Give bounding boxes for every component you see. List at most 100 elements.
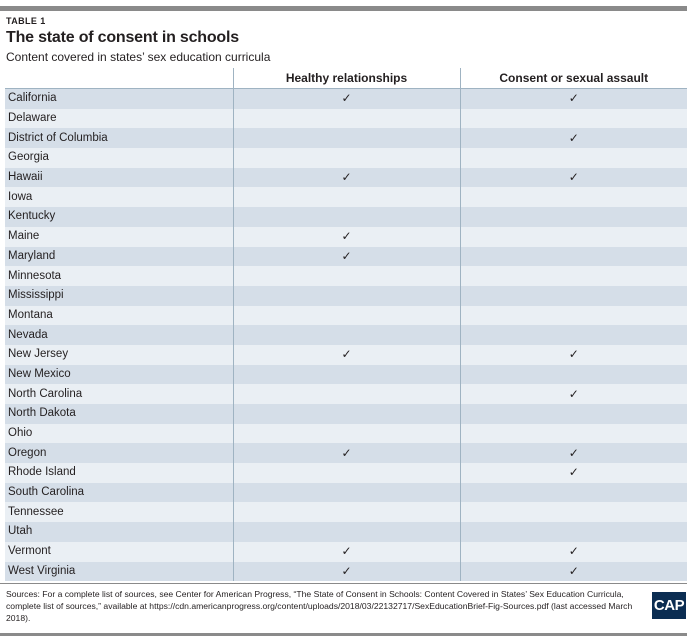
healthy-relationships-check-icon: ✓ [232,561,460,582]
state-name-cell: Mississippi [8,289,64,302]
table-row: Maryland ✓ [5,246,687,267]
state-name-cell: Tennessee [8,505,64,518]
table-row: Mississippi [5,285,687,306]
healthy-relationships-check-icon [232,522,460,542]
state-name-cell: Maine [8,230,40,243]
consent-check-icon: ✓ [459,167,687,188]
state-name-cell: North Dakota [8,407,76,420]
healthy-relationships-check-icon [232,128,460,149]
table-row: Tennessee [5,502,687,523]
consent-check-icon [459,404,687,424]
state-name-cell: Iowa [8,190,33,203]
consent-check-icon [459,522,687,542]
table-row: District of Columbia ✓ [5,128,687,149]
healthy-relationships-check-icon [232,187,460,208]
state-name-cell: Rhode Island [8,466,76,479]
table-row: Hawaii ✓ ✓ [5,167,687,188]
consent-check-icon: ✓ [459,128,687,149]
table-row: Maine ✓ [5,226,687,247]
healthy-relationships-check-icon: ✓ [232,167,460,188]
consent-check-icon [459,148,687,168]
consent-check-icon [459,266,687,286]
consent-check-icon [459,482,687,503]
top-rule [0,6,687,11]
state-name-cell: Oregon [8,446,47,459]
healthy-relationships-check-icon: ✓ [232,246,460,267]
consent-check-icon: ✓ [459,384,687,404]
healthy-relationships-check-icon [232,325,460,345]
state-name-cell: North Carolina [8,387,83,400]
state-name-cell: West Virginia [8,564,76,577]
state-name-cell: District of Columbia [8,131,108,144]
healthy-relationships-check-icon: ✓ [232,344,460,365]
healthy-relationships-check-icon [232,404,460,424]
header-consent-sexual-assault: Consent or sexual assault [459,68,687,89]
healthy-relationships-check-icon [232,384,460,404]
state-name-cell: Hawaii [8,171,43,184]
healthy-relationships-check-icon: ✓ [232,443,460,464]
consent-check-icon [459,108,687,129]
healthy-relationships-check-icon: ✓ [232,226,460,247]
table-row: Georgia [5,148,687,168]
bottom-rule [0,633,687,636]
healthy-relationships-check-icon [232,502,460,523]
table-row: Rhode Island ✓ [5,463,687,483]
consent-check-icon: ✓ [459,443,687,464]
state-name-cell: Kentucky [8,210,56,223]
table-title: The state of consent in schools [6,29,239,46]
state-name-cell: Ohio [8,427,33,440]
state-name-cell: New Mexico [8,367,71,380]
healthy-relationships-check-icon [232,423,460,444]
table-label: TABLE 1 [6,16,46,26]
table-row: Delaware [5,108,687,129]
consent-check-icon [459,364,687,385]
table-row: Kentucky [5,207,687,227]
consent-check-icon [459,502,687,523]
healthy-relationships-check-icon [232,305,460,326]
consent-check-icon [459,305,687,326]
table-row: West Virginia ✓ ✓ [5,561,687,582]
state-name-cell: Utah [8,525,33,538]
table-row: North Carolina ✓ [5,384,687,404]
consent-check-icon [459,285,687,306]
healthy-relationships-check-icon: ✓ [232,88,460,109]
table-row: Vermont ✓ ✓ [5,541,687,562]
table-row: Iowa [5,187,687,208]
consent-table: Healthy relationships Consent or sexual … [5,68,687,582]
consent-check-icon: ✓ [459,463,687,483]
table-row: North Dakota [5,404,687,424]
healthy-relationships-check-icon [232,207,460,227]
header-state [5,68,233,89]
healthy-relationships-check-icon [232,482,460,503]
header-healthy-relationships: Healthy relationships [232,68,460,89]
table-row: South Carolina [5,482,687,503]
consent-check-icon: ✓ [459,541,687,562]
table-row: Minnesota [5,266,687,286]
table-header-row: Healthy relationships Consent or sexual … [5,68,687,89]
table-row: New Mexico [5,364,687,385]
sources-note: Sources: For a complete list of sources,… [6,589,633,623]
table-row: Ohio [5,423,687,444]
consent-check-icon [459,423,687,444]
consent-check-icon [459,187,687,208]
state-name-cell: New Jersey [8,348,69,361]
healthy-relationships-check-icon [232,463,460,483]
state-name-cell: Georgia [8,151,49,164]
state-name-cell: California [8,92,57,105]
state-name-cell: Maryland [8,249,56,262]
cap-logo: CAP [652,592,686,619]
state-name-cell: South Carolina [8,486,85,499]
table-row: Utah [5,522,687,542]
table-row: Montana [5,305,687,326]
table-body: California ✓ ✓ Delaware District of Columbia… [5,88,687,582]
consent-check-icon [459,226,687,247]
table-row: California ✓ ✓ [5,88,687,109]
state-name-cell: Delaware [8,112,57,125]
table-row: New Jersey ✓ ✓ [5,344,687,365]
table-row: Nevada [5,325,687,345]
healthy-relationships-check-icon [232,364,460,385]
footer-divider [0,583,687,584]
consent-check-icon [459,246,687,267]
healthy-relationships-check-icon: ✓ [232,541,460,562]
state-name-cell: Vermont [8,545,51,558]
